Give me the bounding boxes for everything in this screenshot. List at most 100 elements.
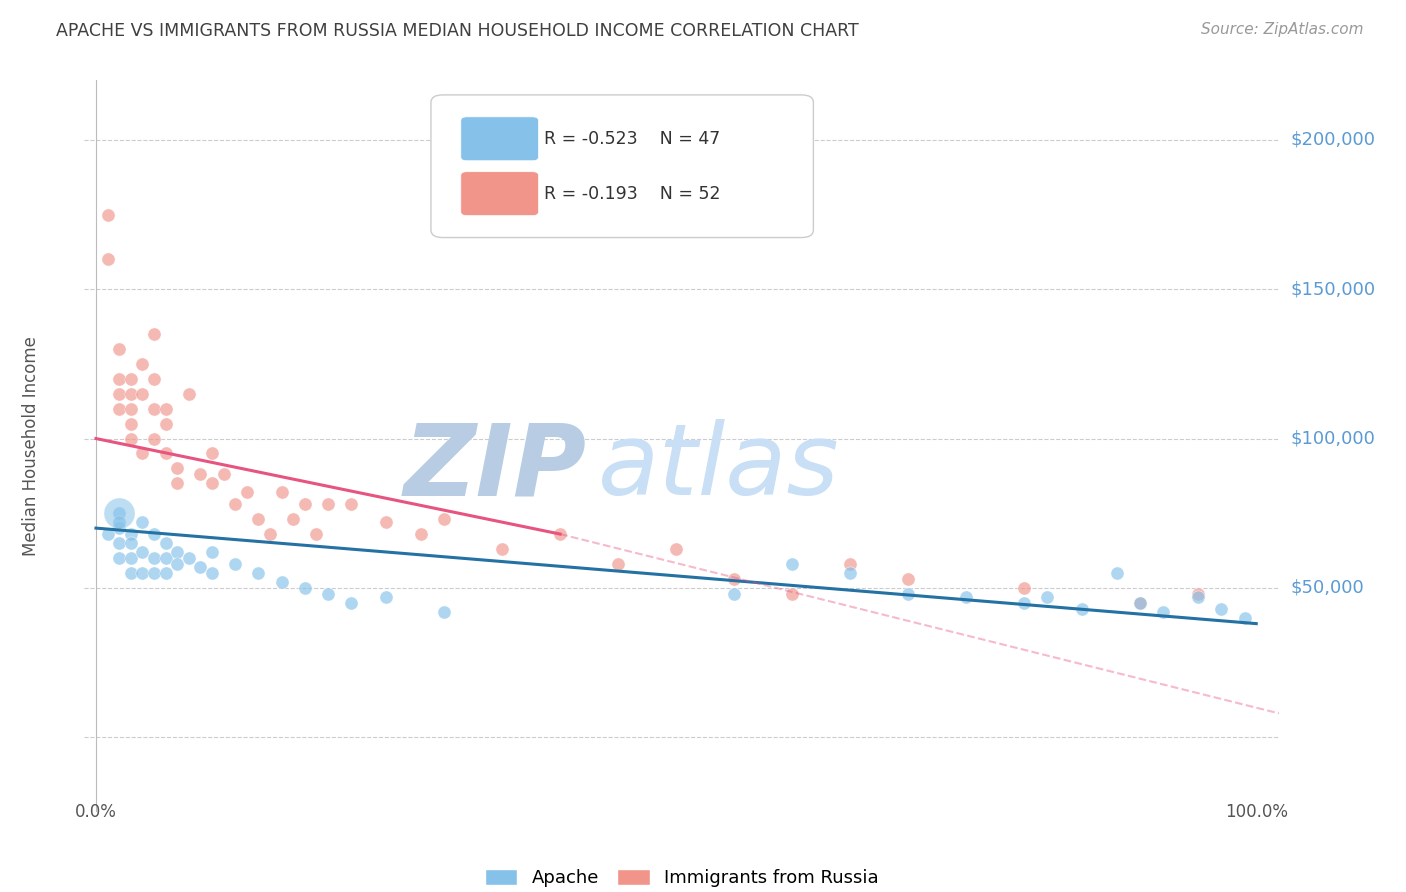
Point	[1152, 605, 1174, 619]
Point	[155, 536, 177, 550]
Point	[131, 386, 153, 401]
Point	[897, 587, 920, 601]
Point	[607, 557, 630, 571]
Point	[236, 485, 259, 500]
Point	[97, 252, 120, 267]
Point	[1036, 590, 1059, 604]
Point	[155, 551, 177, 566]
Point	[548, 527, 571, 541]
Point	[433, 512, 456, 526]
Point	[375, 590, 398, 604]
Point	[409, 527, 432, 541]
Point	[665, 541, 688, 556]
Point	[190, 467, 212, 482]
Point	[166, 557, 188, 571]
Point	[1187, 587, 1209, 601]
Point	[108, 386, 131, 401]
Point	[1129, 596, 1152, 610]
Point	[120, 372, 142, 386]
Point	[131, 515, 153, 529]
Point	[131, 357, 153, 371]
Point	[201, 566, 224, 580]
Point	[155, 417, 177, 431]
Point	[131, 566, 153, 580]
Text: atlas: atlas	[599, 419, 839, 516]
Point	[259, 527, 281, 541]
Point	[120, 551, 142, 566]
Text: $50,000: $50,000	[1291, 579, 1364, 597]
Point	[108, 342, 131, 356]
Point	[177, 551, 200, 566]
Text: Median Household Income: Median Household Income	[21, 336, 39, 556]
Point	[723, 587, 745, 601]
Point	[316, 587, 339, 601]
Point	[375, 515, 398, 529]
Point	[143, 566, 166, 580]
Point	[294, 581, 316, 595]
Point	[294, 497, 316, 511]
Point	[166, 476, 188, 491]
Point	[108, 536, 131, 550]
Point	[247, 512, 270, 526]
Point	[108, 401, 131, 416]
Text: $200,000: $200,000	[1291, 131, 1375, 149]
Text: ZIP: ZIP	[404, 419, 586, 516]
Point	[1187, 590, 1209, 604]
Point	[1105, 566, 1128, 580]
FancyBboxPatch shape	[461, 117, 538, 161]
Point	[212, 467, 235, 482]
Point	[108, 506, 131, 520]
Point	[897, 572, 920, 586]
Point	[270, 485, 292, 500]
Point	[201, 545, 224, 559]
Point	[143, 432, 166, 446]
FancyBboxPatch shape	[461, 171, 538, 216]
Text: R = -0.523    N = 47: R = -0.523 N = 47	[544, 130, 721, 148]
Text: 0.0%: 0.0%	[75, 803, 117, 821]
Text: $150,000: $150,000	[1291, 280, 1375, 298]
Point	[1012, 581, 1035, 595]
Point	[201, 476, 224, 491]
Point	[143, 372, 166, 386]
Point	[190, 560, 212, 574]
Point	[108, 521, 131, 535]
Point	[1233, 610, 1256, 624]
Point	[305, 527, 328, 541]
Point	[433, 605, 456, 619]
Text: $100,000: $100,000	[1291, 430, 1375, 448]
Point	[131, 446, 153, 460]
Point	[780, 557, 803, 571]
Point	[120, 566, 142, 580]
Point	[97, 527, 120, 541]
Point	[108, 551, 131, 566]
Point	[340, 497, 363, 511]
Point	[155, 566, 177, 580]
Point	[166, 461, 188, 475]
Legend: Apache, Immigrants from Russia: Apache, Immigrants from Russia	[485, 869, 879, 887]
Point	[201, 446, 224, 460]
Point	[780, 587, 803, 601]
Point	[131, 545, 153, 559]
Point	[155, 401, 177, 416]
Point	[723, 572, 745, 586]
Point	[270, 574, 292, 589]
Point	[1129, 596, 1152, 610]
Point	[108, 515, 131, 529]
Point	[120, 401, 142, 416]
Point	[224, 497, 246, 511]
Text: R = -0.193    N = 52: R = -0.193 N = 52	[544, 185, 721, 202]
Point	[491, 541, 513, 556]
Point	[143, 551, 166, 566]
Point	[108, 506, 131, 520]
Point	[120, 386, 142, 401]
Point	[340, 596, 363, 610]
Point	[166, 545, 188, 559]
Point	[247, 566, 270, 580]
Point	[120, 417, 142, 431]
Text: 100.0%: 100.0%	[1225, 803, 1288, 821]
Point	[120, 536, 142, 550]
Text: APACHE VS IMMIGRANTS FROM RUSSIA MEDIAN HOUSEHOLD INCOME CORRELATION CHART: APACHE VS IMMIGRANTS FROM RUSSIA MEDIAN …	[56, 22, 859, 40]
Point	[839, 566, 862, 580]
Point	[177, 386, 200, 401]
Point	[155, 446, 177, 460]
